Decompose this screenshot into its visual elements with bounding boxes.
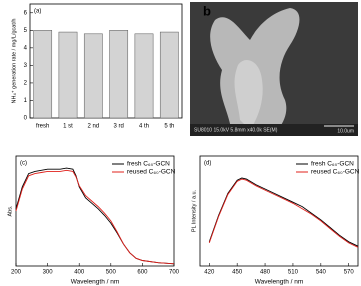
legend-label: reused C₆₀-GCN [127,169,176,176]
line-series [208,177,359,247]
legend-label: fresh C₆₀-GCN [311,161,354,168]
x-tick-label: 450 [232,270,243,276]
y-axis-label: PL Intensity / a.u. [191,189,197,232]
x-tick-label: 5 th [164,124,174,130]
x-axis-label: Wavelength / nm [255,279,304,286]
x-tick-label: 200 [11,270,22,276]
y-tick-label: 1 [24,98,28,104]
x-tick-label: 570 [344,270,355,276]
line-series [15,167,175,265]
particle-highlight [234,60,263,130]
bar [159,31,179,119]
image-info: SU8010 15.0kV 5.8mm x40.0k SE(M) [194,127,278,133]
x-tick-label: 510 [288,270,299,276]
x-tick-label: fresh [36,124,49,130]
y-tick-label: 3 [24,63,28,69]
plot-frame [199,155,359,267]
x-tick-label: 500 [106,270,117,276]
y-tick-label: 6 [24,10,28,16]
bar [58,31,78,119]
legend-label: fresh C₆₀-GCN [127,161,170,168]
bar [134,33,154,119]
line-series [15,169,175,265]
panel-label: (c) [20,161,27,167]
y-axis-label: Abs. [7,205,13,216]
info-bar [190,124,358,136]
scale-label: 10.0um [337,128,354,134]
x-tick-label: 540 [316,270,327,276]
y-tick-label: 0 [24,116,28,122]
x-tick-label: 420 [204,270,215,276]
y-tick-label: 2 [24,81,28,87]
bar [33,30,53,119]
x-tick-label: 700 [169,270,180,276]
x-tick-label: 300 [43,270,54,276]
panel-label: (d) [204,161,211,167]
plot-frame [29,3,183,119]
x-tick-label: 1 st [63,124,73,130]
y-tick-label: 4 [24,45,28,51]
x-tick-label: 600 [137,270,148,276]
legend-label: reused C₆₀-GCN [311,169,360,176]
panel-label: b [203,3,211,18]
y-tick-label: 5 [24,28,28,34]
x-tick-label: 400 [74,270,85,276]
bar [83,33,103,119]
y-axis-label: NH₄⁺ generation rate / mg/L/gcat/h [10,19,17,104]
x-tick-label: 3 rd [113,124,123,130]
panel-label: (a) [34,9,41,15]
line-series [208,178,359,248]
x-tick-label: 4 th [139,124,149,130]
bar [109,30,129,119]
sem-image: b SU8010 15.0kV 5.8mm x40.0k SE(M) 10.0u… [190,2,358,136]
x-axis-label: Wavelength / nm [71,279,120,286]
x-tick-label: 2 nd [87,124,99,130]
x-tick-label: 480 [260,270,271,276]
